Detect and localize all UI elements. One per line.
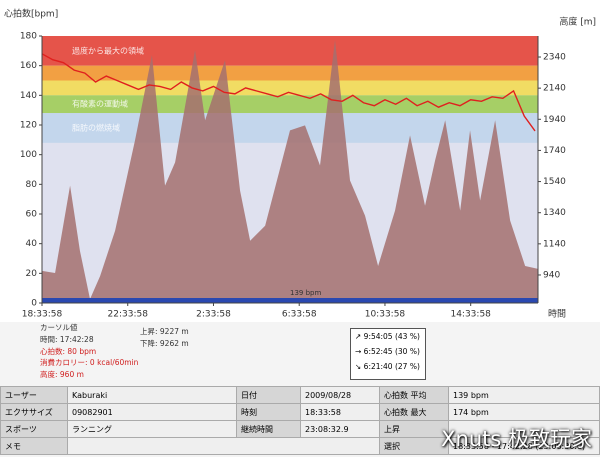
table-cell: 心拍数 最大: [379, 403, 449, 421]
table-cell-empty: [448, 420, 600, 438]
watermark: Xnuts 极致玩家: [441, 427, 592, 451]
heart-rate-line: [41, 53, 536, 132]
hr-zone: [42, 65, 538, 81]
x-tick-label: 10:33:58: [365, 310, 406, 320]
x-axis-title: 時間: [548, 309, 566, 320]
cursor-title: カーソル値: [40, 323, 78, 332]
table-row: メモ 選択 18:33:58 - 17:42:28 (23:08:30.0): [0, 437, 600, 455]
climb-value: 上昇: 9227 m: [140, 327, 189, 336]
slope-value: → 6:52:45 (30 %): [355, 347, 420, 356]
cursor-value: 心拍数: 80 bpm: [40, 346, 97, 356]
y2-tick-label: 1340: [543, 208, 566, 218]
y2-tick-label: 1940: [543, 115, 566, 125]
y-tick-label: 120: [20, 121, 37, 131]
table-cell: メモ: [0, 437, 68, 455]
cursor-value: 高度: 960 m: [40, 369, 84, 379]
y2-tick-label: 2140: [543, 84, 566, 94]
zone-label: 脂肪の燃焼域: [72, 122, 120, 132]
hr-zone: [42, 80, 538, 96]
y-tick-label: 40: [26, 239, 38, 249]
cursor-value: 時間: 17:42:28: [40, 335, 94, 344]
table-cell: 選択: [379, 437, 449, 455]
y-tick-label: 140: [20, 91, 37, 101]
table-cell: エクササイズ: [0, 403, 68, 421]
table-cell: 09082901: [67, 403, 237, 421]
table-cell: ランニング: [67, 420, 237, 438]
slope-value: ↗ 9:54:05 (43 %): [355, 332, 420, 341]
y-tick-label: 0: [31, 299, 37, 309]
zone-label: 過度から最大の領域: [72, 45, 144, 55]
average-label: 139 bpm: [290, 289, 321, 297]
table-cell: 18:33:58: [300, 403, 380, 421]
table-row: ユーザー Kaburaki 日付 2009/08/28 心拍数 平均 139 bpm: [0, 386, 600, 404]
table-cell: 2009/08/28: [300, 386, 380, 404]
chart: 心拍数[bpm] 高度 [m] 時間 過度から最大の領域有酸素の運動域脂肪の燃焼…: [0, 0, 600, 322]
table-cell: Kaburaki: [67, 386, 237, 404]
table-cell: 日付: [236, 386, 301, 404]
x-tick-label: 22:33:58: [108, 310, 149, 320]
summary-table: ユーザー Kaburaki 日付 2009/08/28 心拍数 平均 139 bpm エクサ…: [0, 386, 600, 455]
table-cell-empty: [67, 437, 380, 455]
table-cell: 継続時間: [236, 420, 301, 438]
y-axis-title: 心拍数[bpm]: [4, 8, 58, 20]
table-cell: ユーザー: [0, 386, 68, 404]
y-tick-label: 20: [26, 269, 38, 279]
cursor-value: 消費カロリー: 0 kcal/60min: [40, 358, 139, 367]
x-tick-label: 6:33:58: [282, 310, 317, 320]
y2-tick-label: 1740: [543, 146, 566, 156]
y2-tick-label: 1140: [543, 239, 566, 249]
table-cell: 上昇: [379, 420, 449, 438]
table-row: エクササイズ 09082901 時刻 18:33:58 心拍数 最大 174 bpm: [0, 403, 600, 421]
table-cell: スポーツ: [0, 420, 68, 438]
slope-value: ↘ 6:21:40 (27 %): [355, 362, 420, 371]
table-cell: 174 bpm: [448, 403, 600, 421]
y-tick-label: 60: [26, 210, 38, 220]
y-tick-label: 180: [20, 32, 37, 42]
x-tick-label: 18:33:58: [22, 310, 63, 320]
table-row: スポーツ ランニング 継続時間 23:08:32.9 上昇: [0, 420, 600, 438]
slope-box: ↗ 9:54:05 (43 %) → 6:52:45 (30 %) ↘ 6:21:4…: [350, 328, 426, 380]
hr-zone: [42, 36, 538, 66]
table-cell: 23:08:32.9: [300, 420, 380, 438]
y2-axis-title: 高度 [m]: [559, 16, 596, 28]
y2-tick-label: 940: [543, 270, 560, 280]
hr-zone: [42, 95, 538, 114]
y-tick-label: 80: [26, 180, 38, 190]
altitude-area: [42, 39, 538, 304]
table-cell: 18:33:58 - 17:42:28 (23:08:30.0): [448, 437, 600, 455]
climb-value: 下降: 9262 m: [140, 338, 189, 348]
y-tick-label: 100: [20, 150, 37, 160]
y2-tick-label: 2340: [543, 53, 566, 63]
table-cell: 時刻: [236, 403, 301, 421]
baseline-bar: [42, 298, 538, 303]
x-tick-label: 2:33:58: [196, 310, 231, 320]
table-cell: 139 bpm: [448, 386, 600, 404]
y-tick-label: 160: [20, 61, 37, 71]
table-cell: 心拍数 平均: [379, 386, 449, 404]
zone-label: 有酸素の運動域: [72, 99, 128, 109]
x-tick-label: 14:33:58: [450, 310, 491, 320]
y2-tick-label: 1540: [543, 177, 566, 187]
